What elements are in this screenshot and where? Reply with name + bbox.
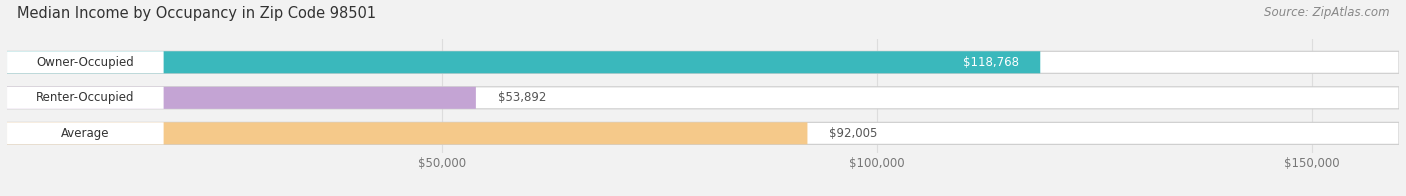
Text: Source: ZipAtlas.com: Source: ZipAtlas.com (1264, 6, 1389, 19)
FancyBboxPatch shape (7, 51, 163, 73)
Text: Owner-Occupied: Owner-Occupied (37, 56, 134, 69)
Text: $92,005: $92,005 (830, 127, 877, 140)
Text: Average: Average (60, 127, 110, 140)
Text: $53,892: $53,892 (498, 91, 546, 104)
FancyBboxPatch shape (7, 122, 807, 144)
FancyBboxPatch shape (7, 87, 1399, 109)
Text: $118,768: $118,768 (963, 56, 1018, 69)
FancyBboxPatch shape (7, 122, 1399, 144)
FancyBboxPatch shape (7, 51, 1399, 73)
Text: Renter-Occupied: Renter-Occupied (37, 91, 135, 104)
FancyBboxPatch shape (7, 87, 163, 109)
FancyBboxPatch shape (7, 51, 1040, 73)
Text: Median Income by Occupancy in Zip Code 98501: Median Income by Occupancy in Zip Code 9… (17, 6, 375, 21)
FancyBboxPatch shape (7, 122, 163, 144)
FancyBboxPatch shape (7, 87, 475, 109)
